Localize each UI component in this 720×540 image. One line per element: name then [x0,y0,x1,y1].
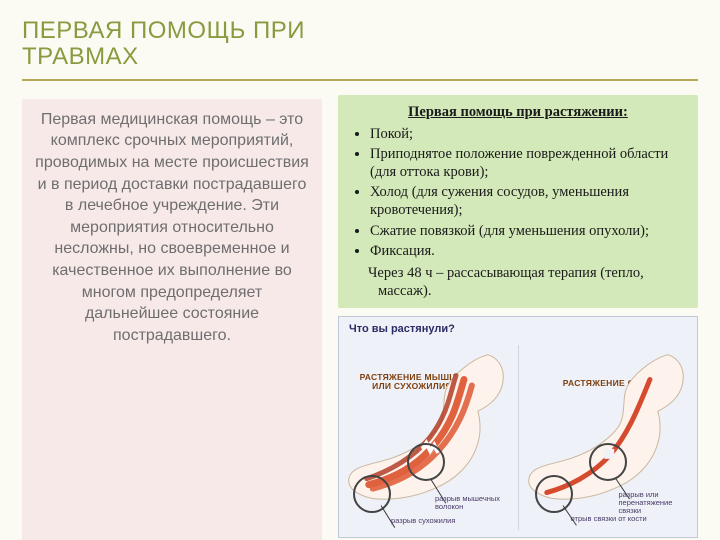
figure-right-panel: РАСТЯЖЕНИЕ СВЯЗКИ [518,345,698,530]
figure-label: отрыв связки от кости [571,515,647,523]
slide: ПЕРВАЯ ПОМОЩЬ ПРИ ТРАВМАХ Первая медицин… [0,0,720,540]
list-item: Холод (для сужения сосудов, уменьшения к… [370,183,688,219]
ring-icon [407,443,445,481]
list-item: Сжатие повязкой (для уменьшения опухоли)… [370,222,688,240]
list-item: Приподнятое положение поврежденной облас… [370,145,688,181]
figure-label: разрыв или перенатяжение связки [619,491,698,515]
columns: Первая медицинская помощь – это комплекс… [22,95,698,538]
first-aid-box: Первая помощь при растяжении: Покой; При… [338,95,698,308]
ring-icon [589,443,627,481]
figure: Что вы растянули? РАСТЯЖЕНИЕ МЫШЦЫ ИЛИ С… [338,316,698,538]
first-aid-title: Первая помощь при растяжении: [348,103,688,121]
list-item: Фиксация. [370,242,688,260]
intro-box: Первая медицинская помощь – это комплекс… [22,99,322,540]
intro-text: Первая медицинская помощь – это комплекс… [35,111,309,344]
figure-left-panel: РАСТЯЖЕНИЕ МЫШЦЫ ИЛИ СУХОЖИЛИЯ [339,345,518,530]
right-col: Первая помощь при растяжении: Покой; При… [338,95,698,538]
first-aid-after: Через 48 ч – рассасывающая терапия (тепл… [358,264,688,300]
ring-icon [353,475,391,513]
figure-title: Что вы растянули? [349,323,455,335]
divider [22,79,698,81]
figure-panels: РАСТЯЖЕНИЕ МЫШЦЫ ИЛИ СУХОЖИЛИЯ [339,345,697,530]
list-item: Покой; [370,125,688,143]
ring-icon [535,475,573,513]
page-title: ПЕРВАЯ ПОМОЩЬ ПРИ ТРАВМАХ [22,18,352,71]
figure-label: разрыв сухожилия [391,517,455,525]
first-aid-list: Покой; Приподнятое положение поврежденно… [348,125,688,260]
figure-label: разрыв мышечных волокон [435,495,500,511]
